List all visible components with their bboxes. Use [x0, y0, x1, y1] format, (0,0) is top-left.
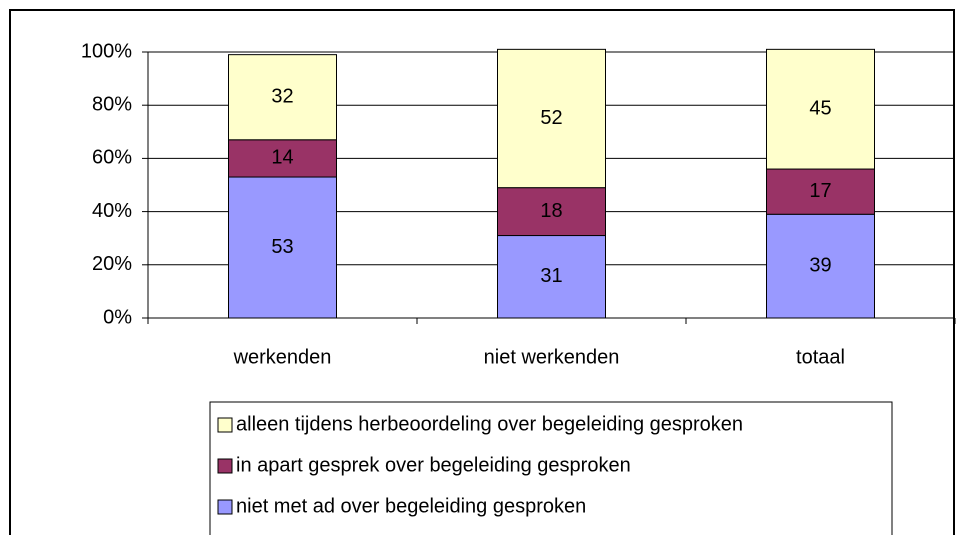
data-label: 18: [540, 200, 562, 222]
x-tick-label: niet werkenden: [484, 346, 620, 368]
legend-box: [209, 401, 893, 535]
bar-segment: [766, 213, 875, 319]
legend-swatch: [217, 499, 233, 515]
legend-label: alleen tijdens herbeoordeling over begel…: [236, 413, 743, 435]
data-label: 31: [540, 265, 562, 287]
y-tick-label: 40%: [92, 200, 132, 222]
x-tick-label: totaal: [796, 346, 845, 368]
legend-swatch: [217, 417, 233, 433]
y-tick-label: 0%: [103, 306, 132, 328]
legend-label: in apart gesprek over begeleiding gespro…: [236, 454, 631, 476]
y-tick-label: 20%: [92, 253, 132, 275]
bar-segment: [766, 168, 875, 215]
data-label: 39: [809, 254, 831, 276]
legend-swatch: [217, 458, 233, 474]
bar-segment: [497, 187, 606, 237]
data-label: 52: [540, 107, 562, 129]
x-tick-label: werkenden: [233, 346, 332, 368]
data-label: 45: [809, 97, 831, 119]
legend-label: niet met ad over begeleiding gesproken: [236, 495, 586, 517]
y-tick-label: 60%: [92, 147, 132, 169]
data-label: 53: [271, 236, 293, 258]
y-tick-label: 100%: [81, 40, 132, 62]
bar-segment: [228, 139, 337, 178]
bar-segment: [497, 48, 606, 189]
data-label: 14: [271, 147, 293, 169]
bar-segment: [228, 176, 337, 319]
bar-segment: [766, 48, 875, 170]
bar-segment: [228, 54, 337, 141]
data-label: 32: [271, 86, 293, 108]
data-label: 17: [809, 180, 831, 202]
y-tick-label: 80%: [92, 93, 132, 115]
